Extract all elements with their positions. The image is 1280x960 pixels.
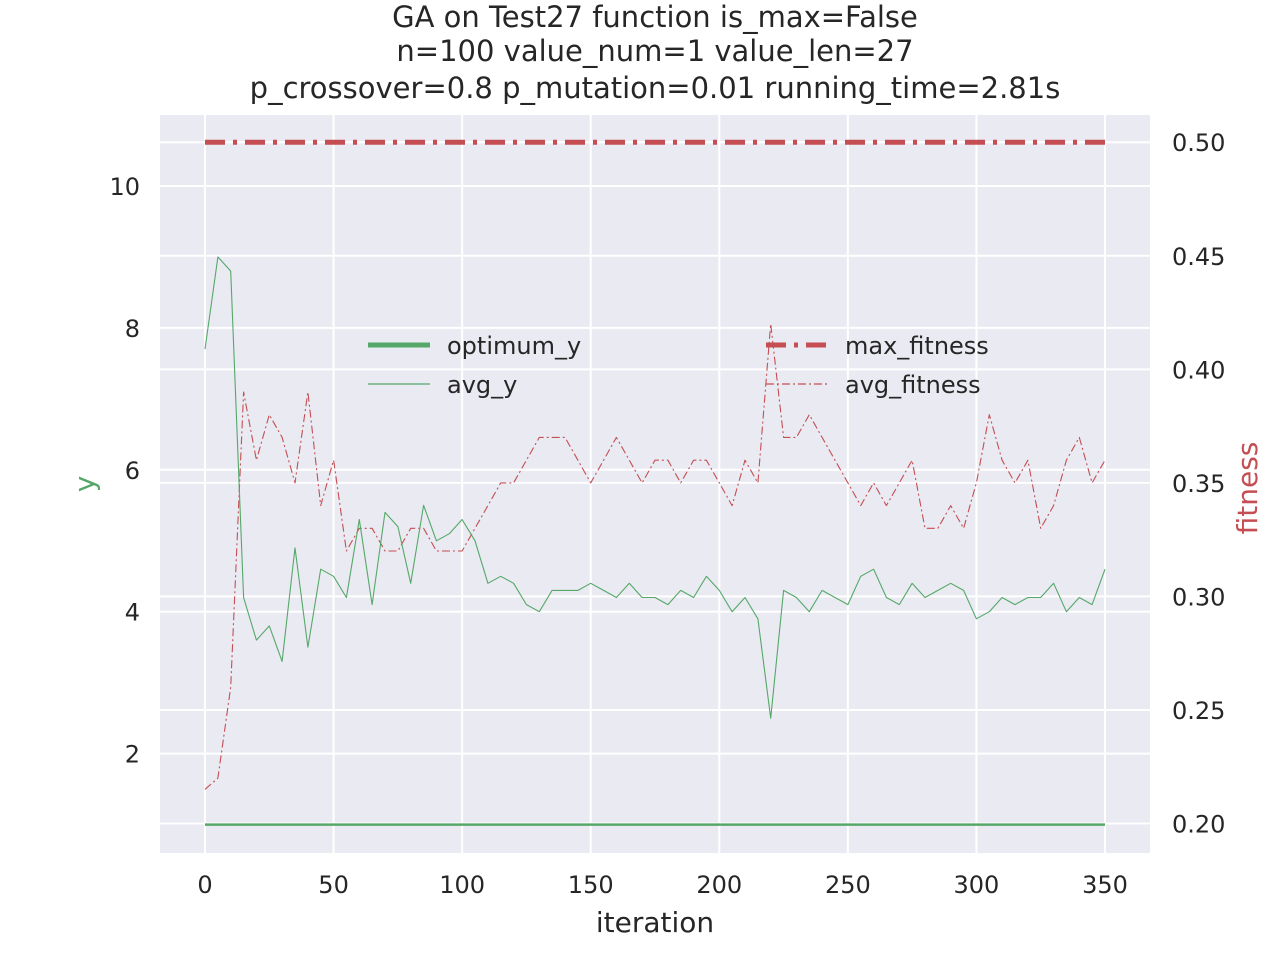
y-left-tick-label: 4 — [125, 599, 140, 627]
y-right-tick-label: 0.40 — [1172, 356, 1225, 384]
y-right-tick-label: 0.20 — [1172, 810, 1225, 838]
chart-title-line-2: n=100 value_num=1 value_len=27 — [396, 34, 913, 68]
y-right-tick-label: 0.30 — [1172, 583, 1225, 611]
legend-label-optimum-y: optimum_y — [447, 332, 581, 360]
chart-title-line-1: GA on Test27 function is_max=False — [392, 0, 918, 34]
y-right-tick-label: 0.25 — [1172, 697, 1225, 725]
y-axis-left-label: y — [68, 476, 101, 493]
x-tick-label: 200 — [696, 871, 742, 899]
x-tick-label: 300 — [954, 871, 1000, 899]
y-left-tick-label: 10 — [109, 173, 140, 201]
legend-left: optimum_y avg_y — [368, 332, 581, 399]
y-left-tick-label: 8 — [125, 315, 140, 343]
legend-label-max-fitness: max_fitness — [845, 332, 989, 360]
chart-title-line-3: p_crossover=0.8 p_mutation=0.01 running_… — [250, 71, 1061, 105]
x-tick-label: 50 — [318, 871, 349, 899]
x-tick-label: 250 — [825, 871, 871, 899]
series-line-avg-y — [204, 256, 1106, 719]
ticks: 0 50 100 150 200 250 300 350 2 4 6 8 10 0.20 0.25 0.30 0… — [109, 129, 1225, 899]
y-axis-right-label: fitness — [1231, 442, 1264, 535]
series-layer — [204, 139, 1106, 826]
series-line-avg-fitness — [204, 323, 1106, 790]
legend-right: max_fitness avg_fitness — [766, 332, 989, 399]
y-right-tick-label: 0.45 — [1172, 243, 1225, 271]
plot-area — [160, 115, 1150, 853]
x-axis-label: iteration — [596, 906, 714, 939]
x-tick-label: 350 — [1082, 871, 1128, 899]
x-tick-label: 150 — [568, 871, 614, 899]
y-right-tick-label: 0.35 — [1172, 470, 1225, 498]
y-left-tick-label: 6 — [125, 457, 140, 485]
y-right-tick-label: 0.50 — [1172, 129, 1225, 157]
legend-label-avg-y: avg_y — [447, 371, 517, 399]
x-tick-label: 0 — [197, 871, 212, 899]
legend-label-avg-fitness: avg_fitness — [845, 371, 981, 399]
y-left-tick-label: 2 — [125, 741, 140, 769]
x-tick-label: 100 — [439, 871, 485, 899]
